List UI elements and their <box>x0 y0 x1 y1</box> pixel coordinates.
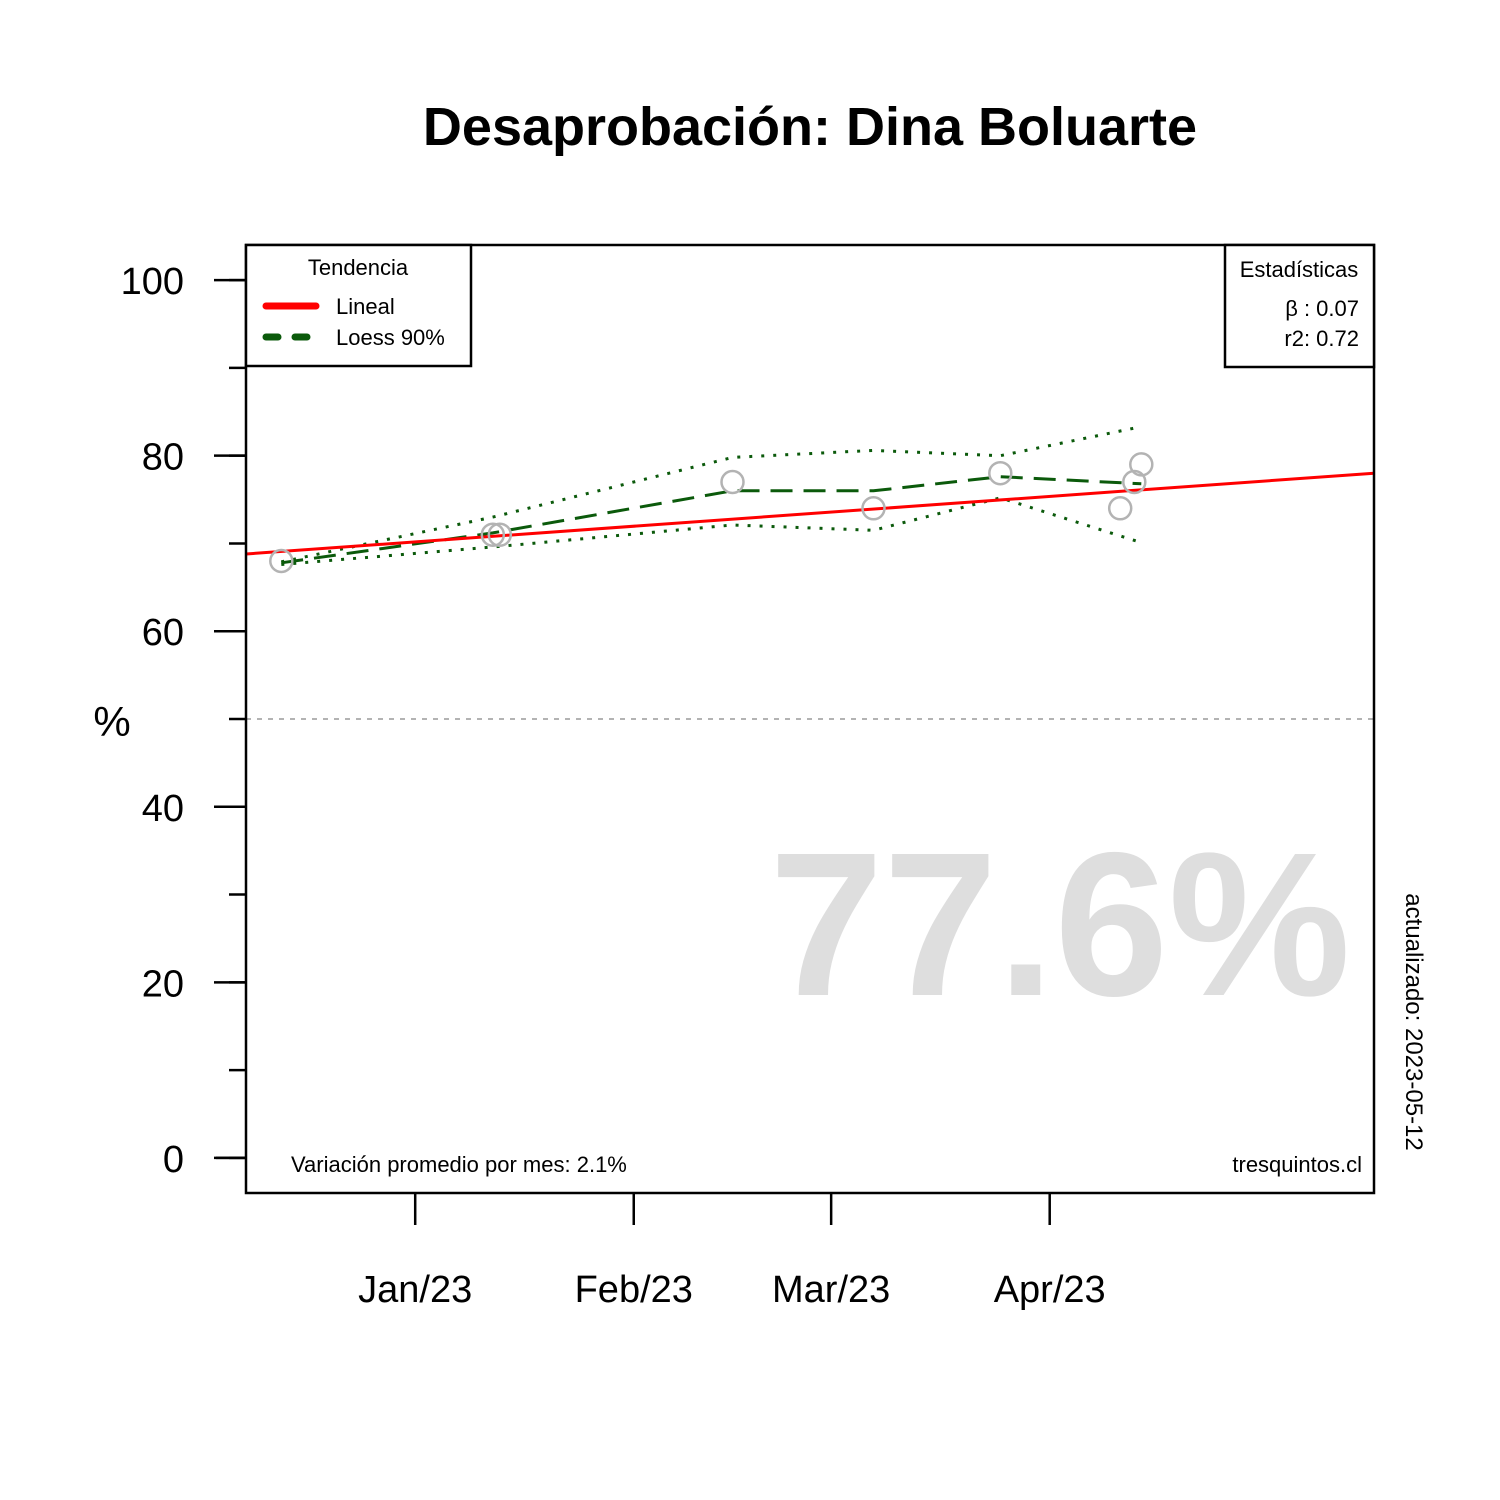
data-point-9 <box>1129 452 1154 477</box>
x-axis-tick-label: Jan/23 <box>358 1269 472 1311</box>
footer-source: tresquintos.cl <box>1232 1152 1362 1177</box>
big-value-watermark: 77.6% <box>769 810 1350 1039</box>
data-point-5 <box>861 496 886 521</box>
stats-r2: r2: 0.72 <box>1284 326 1359 351</box>
stats-beta: β : 0.07 <box>1285 296 1359 321</box>
series-line-loess-upper <box>280 425 1142 564</box>
series-line-lineal <box>245 471 1375 556</box>
y-axis-tick-label: 20 <box>142 963 184 1005</box>
x-axis: Jan/23 Feb/23 Mar/23 Apr/23 <box>358 1193 1106 1311</box>
y-axis-tick-label: 100 <box>121 261 184 303</box>
y-axis-tick-label: 40 <box>142 788 184 830</box>
loess-band-layer <box>280 425 1142 566</box>
y-axis: 0 20 40 60 80 100 <box>121 261 246 1181</box>
updated-note: actualizado: 2023-05-12 <box>1400 893 1427 1151</box>
data-points-layer <box>269 452 1154 574</box>
linear-trend-layer <box>245 471 1375 556</box>
y-axis-tick-label: 60 <box>142 612 184 654</box>
x-axis-tick-label: Mar/23 <box>772 1269 890 1311</box>
data-point-7 <box>1107 496 1133 521</box>
y-axis-tick-label: 0 <box>163 1139 184 1181</box>
data-point-1 <box>269 548 294 574</box>
legend: Tendencia Lineal Loess 90% <box>244 243 473 368</box>
legend-label-lineal: Lineal <box>336 294 395 319</box>
data-point-6 <box>988 460 1013 486</box>
chart-title: Desaprobación: Dina Boluarte <box>423 97 1197 157</box>
y-axis-tick-label: 80 <box>142 437 184 479</box>
y-axis-label: % <box>93 698 130 745</box>
legend-label-loess: Loess 90% <box>336 325 445 350</box>
stats-box: Estadísticas β : 0.07 r2: 0.72 <box>1223 243 1376 369</box>
x-axis-tick-label: Feb/23 <box>575 1269 693 1311</box>
data-point-3 <box>487 522 513 547</box>
stats-box-frame <box>1223 243 1376 369</box>
legend-title: Tendencia <box>308 255 409 280</box>
data-point-4 <box>720 469 745 495</box>
data-point-8 <box>1122 469 1147 495</box>
x-axis-tick-label: Apr/23 <box>994 1269 1106 1311</box>
data-point-2 <box>480 522 506 547</box>
footer-variation: Variación promedio por mes: 2.1% <box>291 1152 627 1177</box>
series-line-loess-lower <box>281 496 1142 566</box>
stats-title: Estadísticas <box>1240 257 1359 282</box>
